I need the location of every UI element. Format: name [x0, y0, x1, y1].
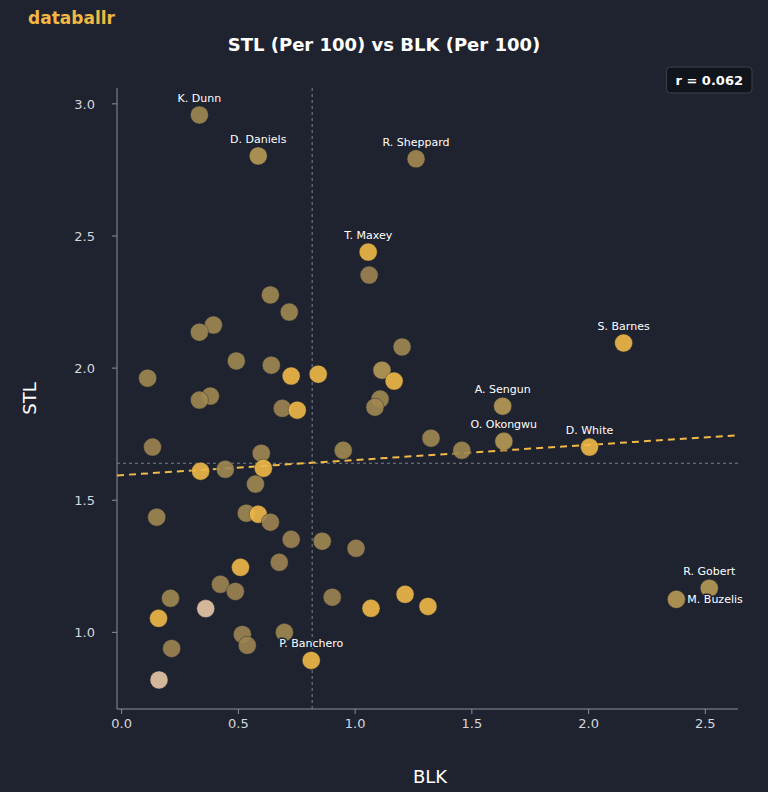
point [282, 367, 300, 385]
chart: databallr STL (Per 100) vs BLK (Per 100) r… [0, 0, 768, 792]
point [262, 356, 280, 374]
y-tick-label: 3.0 [74, 97, 95, 112]
annotation-box: r = 0.062 [667, 67, 752, 93]
point [302, 651, 320, 669]
plot-area [117, 88, 738, 709]
y-tick [112, 235, 117, 236]
point [192, 462, 210, 480]
x-tick [121, 709, 122, 714]
point-label: P. Banchero [279, 637, 343, 650]
x-tick [471, 709, 472, 714]
point [495, 432, 513, 450]
point-label: M. Buzelis [687, 593, 743, 606]
y-tick [112, 103, 117, 104]
x-tick [588, 709, 589, 714]
x-tick-label: 1.5 [462, 716, 483, 731]
point-label: T. Maxey [343, 229, 393, 242]
point [227, 352, 245, 370]
x-axis-line [117, 709, 738, 710]
point [362, 599, 380, 617]
background [0, 0, 768, 792]
point [581, 438, 599, 456]
point [280, 303, 298, 321]
y-tick-label: 2.0 [74, 361, 95, 376]
point [150, 609, 168, 627]
point-label: R. Sheppard [383, 136, 450, 149]
point [197, 600, 215, 618]
point [615, 334, 633, 352]
point [359, 243, 377, 261]
title: STL (Per 100) vs BLK (Per 100) [228, 34, 541, 55]
point-label: K. Dunn [178, 92, 222, 105]
annotation: r = 0.062 [676, 73, 743, 88]
y-tick-label: 1.5 [74, 493, 95, 508]
point [150, 671, 168, 689]
x-tick-label: 0.0 [111, 716, 132, 731]
x-tick-label: 1.0 [345, 716, 366, 731]
x-tick [238, 709, 239, 714]
point-label: O. Okongwu [471, 418, 538, 431]
x-tick-label: 0.5 [228, 716, 249, 731]
point [190, 106, 208, 124]
point-label: D. White [566, 424, 614, 437]
point-label: S. Barnes [598, 320, 650, 333]
point [288, 401, 306, 419]
point [254, 459, 272, 477]
point [139, 369, 157, 387]
point [360, 266, 378, 284]
point [282, 530, 300, 548]
y-mean-line [117, 463, 738, 464]
point-label: D. Daniels [230, 133, 287, 146]
point [347, 539, 365, 557]
point [249, 147, 267, 165]
point [393, 338, 411, 356]
x-mean-line [312, 88, 313, 709]
point [419, 597, 437, 615]
point [238, 636, 256, 654]
point [313, 532, 331, 550]
y-tick-label: 2.5 [74, 229, 95, 244]
point [494, 397, 512, 415]
y-tick [112, 500, 117, 501]
point [323, 588, 341, 606]
y-axis-line [117, 88, 118, 709]
x-tick [355, 709, 356, 714]
point [148, 508, 166, 526]
x-tick-label: 2.5 [695, 716, 716, 731]
point [334, 441, 352, 459]
point [667, 590, 685, 608]
point-label: R. Gobert [683, 565, 736, 578]
point [190, 391, 208, 409]
point [385, 372, 403, 390]
x-tick-label: 2.0 [578, 716, 599, 731]
point [366, 398, 384, 416]
point [261, 286, 279, 304]
point [453, 441, 471, 459]
x-tick [705, 709, 706, 714]
point [190, 323, 208, 341]
point [246, 475, 264, 493]
brand: databallr [28, 8, 116, 28]
point [407, 150, 425, 168]
point-label: A. Sengun [475, 383, 531, 396]
y-tick-label: 1.0 [74, 625, 95, 640]
point [226, 582, 244, 600]
point [261, 513, 279, 531]
y-tick [112, 368, 117, 369]
point [422, 429, 440, 447]
point [163, 639, 181, 657]
point [309, 365, 327, 383]
x-axis-title: BLK [413, 766, 448, 787]
point-labels: K. Dunn D. Daniels R. Sheppard T. Maxey S. B… [178, 92, 743, 650]
annotation-frame [667, 67, 752, 93]
point [231, 558, 249, 576]
point [216, 460, 234, 478]
point [143, 438, 161, 456]
point [161, 589, 179, 607]
point [270, 553, 288, 571]
y-axis-title: STL [19, 382, 40, 414]
y-tick [112, 632, 117, 633]
point [396, 585, 414, 603]
